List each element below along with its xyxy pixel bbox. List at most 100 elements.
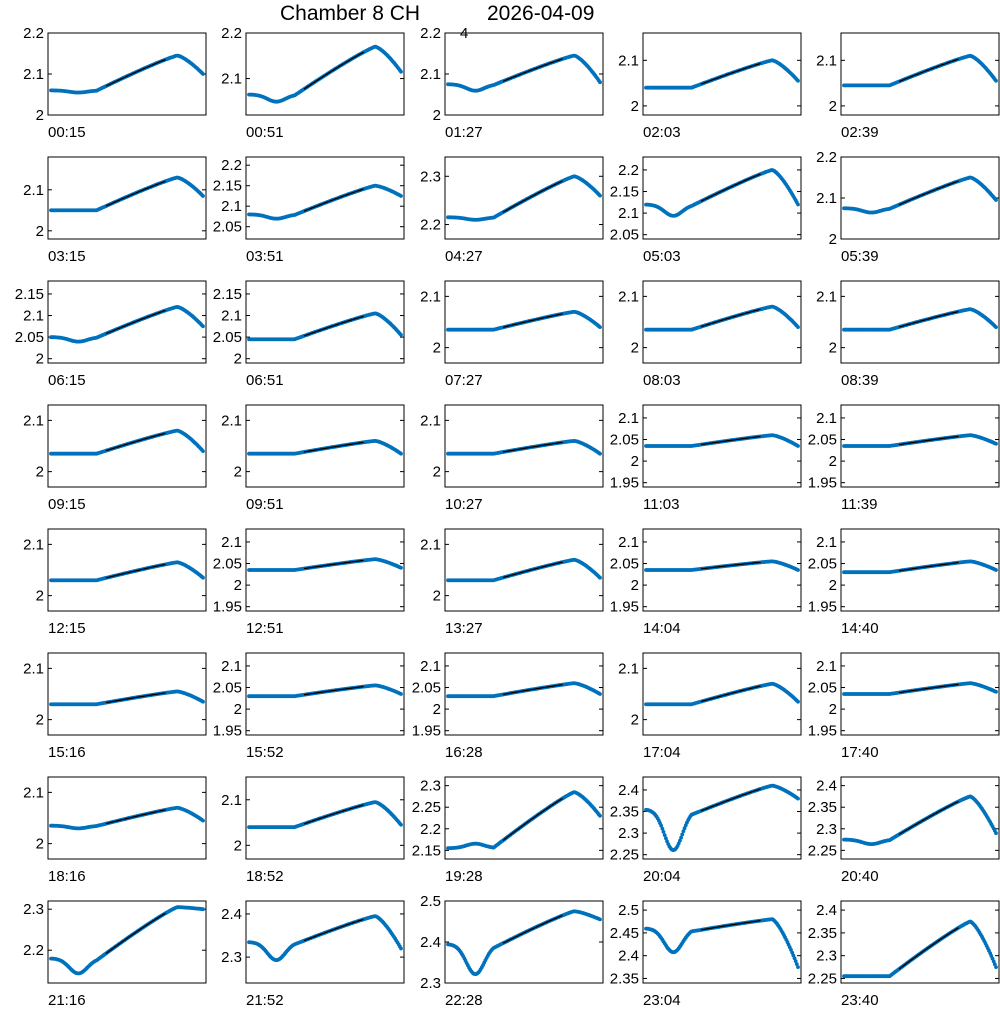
y-tick-label: 2.1 xyxy=(221,308,242,325)
data-point xyxy=(201,575,205,580)
data-point xyxy=(994,441,998,446)
panel-axes-box xyxy=(642,156,802,240)
panel-time-label: 17:04 xyxy=(643,744,681,761)
panel-axes-box xyxy=(642,280,802,364)
y-tick-label: 2.3 xyxy=(816,821,837,838)
y-tick-label: 2.15 xyxy=(213,178,242,195)
panel-time-label: 05:39 xyxy=(841,248,879,265)
panel-axes-box xyxy=(245,156,405,240)
panel-axes-box xyxy=(840,776,1000,860)
y-tick-label: 2 xyxy=(433,588,441,605)
y-tick-label: 2.05 xyxy=(808,556,837,573)
panel-axes-box xyxy=(47,32,207,116)
fit-line xyxy=(898,58,959,83)
fit-line xyxy=(105,809,166,825)
y-tick-label: 2 xyxy=(36,107,44,124)
y-tick-label: 2.1 xyxy=(420,536,441,553)
y-tick-label: 2.2 xyxy=(420,821,441,838)
panel-axes-box xyxy=(47,528,207,612)
data-point xyxy=(598,451,602,456)
data-point xyxy=(201,818,205,823)
y-tick-label: 1.95 xyxy=(610,475,639,492)
y-tick-label: 2.25 xyxy=(808,842,837,859)
fit-line xyxy=(105,180,166,207)
data-point xyxy=(796,78,800,83)
panel-axes-box xyxy=(444,652,604,736)
panel-time-label: 16:28 xyxy=(445,744,483,761)
data-point xyxy=(399,333,403,337)
y-tick-label: 2.1 xyxy=(221,658,242,675)
fit-line xyxy=(303,188,364,212)
y-tick-label: 2 xyxy=(829,340,837,357)
y-tick-label: 2.3 xyxy=(420,168,441,185)
y-tick-label: 2.1 xyxy=(23,412,44,429)
fit-line xyxy=(502,684,563,696)
data-point xyxy=(796,796,800,801)
y-tick-label: 2.1 xyxy=(23,784,44,801)
data-point xyxy=(598,325,602,329)
y-tick-label: 2 xyxy=(829,701,837,718)
y-tick-label: 2.1 xyxy=(420,288,441,305)
y-tick-label: 2.05 xyxy=(213,556,242,573)
chart-panel-2040: 2.252.32.352.420:40 xyxy=(808,776,1000,885)
fit-line xyxy=(303,685,364,696)
y-tick-label: 2 xyxy=(829,231,837,248)
chart-panel-0239: 22.102:39 xyxy=(816,32,1000,141)
panel-time-label: 18:52 xyxy=(246,868,284,885)
data-point xyxy=(399,194,403,198)
y-tick-label: 2.1 xyxy=(618,660,639,677)
y-tick-label: 2 xyxy=(829,98,837,115)
chart-panel-1327: 2 2.1 13:27 xyxy=(420,528,604,637)
chart-panel-0951: 22.109:51 xyxy=(221,404,405,513)
y-tick-label: 2.15 xyxy=(213,286,242,303)
chart-panel-1704: 22.117:04 xyxy=(618,652,802,761)
y-tick-label: 2.1 xyxy=(221,412,242,429)
y-tick-label: 2 xyxy=(36,836,44,853)
y-tick-label: 2 xyxy=(234,837,242,854)
y-tick-label: 2 xyxy=(631,577,639,594)
panel-time-label: 13:27 xyxy=(445,620,483,637)
chart-panel-1928: 2.152.22.252.319:28 xyxy=(412,776,604,885)
y-tick-label: 2.05 xyxy=(15,329,44,346)
y-tick-label: 2.1 xyxy=(618,52,639,69)
chart-panel-0015: 22.12.200:15 xyxy=(23,25,207,141)
fit-line xyxy=(700,788,761,812)
y-tick-label: 2.1 xyxy=(816,288,837,305)
fit-line xyxy=(898,435,959,446)
data-point xyxy=(399,69,403,74)
panel-time-label: 19:28 xyxy=(445,868,483,885)
panel-time-label: 11:39 xyxy=(841,496,877,513)
panel-axes-box xyxy=(840,528,1000,612)
panel-axes-box xyxy=(642,776,802,860)
y-tick-label: 2.4 xyxy=(618,782,639,799)
fit-line xyxy=(502,561,563,579)
y-tick-label: 2 xyxy=(631,340,639,357)
panel-time-label: 14:40 xyxy=(841,620,879,637)
panel-time-label: 11:03 xyxy=(643,496,679,513)
panel-axes-box xyxy=(245,280,405,364)
panel-axes-box xyxy=(444,156,604,240)
y-tick-label: 2 xyxy=(433,107,441,124)
y-tick-label: 2.1 xyxy=(23,660,44,677)
chart-panel-1027: 22.110:27 xyxy=(420,404,604,513)
panel-time-label: 03:51 xyxy=(246,248,284,265)
y-tick-label: 2.05 xyxy=(610,432,639,449)
y-tick-label: 2.1 xyxy=(221,792,242,809)
panel-axes-box xyxy=(444,404,604,488)
panel-time-label: 17:40 xyxy=(841,744,879,761)
chart-panel-0315: 22.103:15 xyxy=(23,156,207,265)
panel-axes-box xyxy=(245,652,405,736)
data-point xyxy=(994,198,998,202)
panel-time-label: 15:16 xyxy=(48,744,86,761)
y-tick-label: 2.1 xyxy=(816,52,837,69)
panel-time-label: 04:27 xyxy=(445,248,483,265)
fit-line xyxy=(105,58,166,87)
panel-time-label: 00:51 xyxy=(246,124,284,141)
y-tick-label: 2.05 xyxy=(412,680,441,697)
y-tick-label: 2 xyxy=(829,453,837,470)
fit-line xyxy=(700,173,761,202)
panel-time-label: 02:03 xyxy=(643,124,681,141)
